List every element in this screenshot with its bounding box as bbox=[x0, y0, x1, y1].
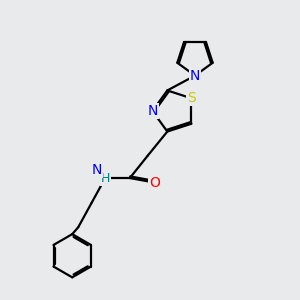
Text: O: O bbox=[149, 176, 160, 190]
Text: H: H bbox=[100, 172, 110, 184]
Text: N: N bbox=[147, 104, 158, 118]
Text: N: N bbox=[92, 163, 102, 177]
Text: S: S bbox=[187, 91, 196, 105]
Text: N: N bbox=[190, 69, 200, 82]
